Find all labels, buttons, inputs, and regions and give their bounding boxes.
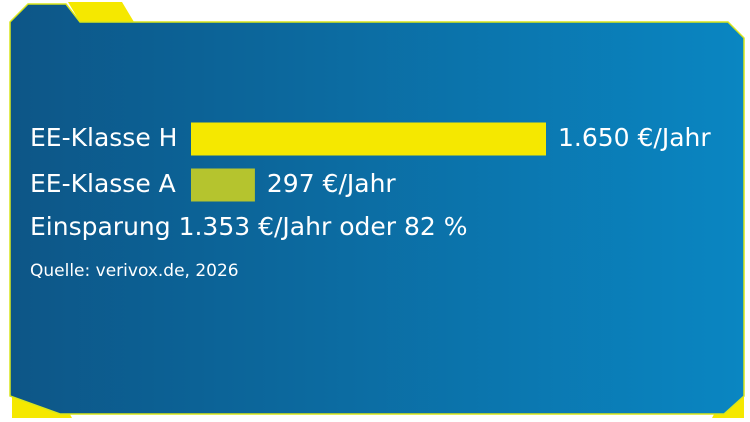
category-label: EE-Klasse A bbox=[30, 169, 176, 198]
panel bbox=[9, 3, 745, 415]
value-label: 297 €/Jahr bbox=[267, 169, 397, 198]
annotation: Einsparung 1.353 €/Jahr oder 82 % bbox=[30, 212, 467, 241]
value-label: 1.650 €/Jahr bbox=[558, 123, 711, 152]
bar bbox=[191, 122, 546, 156]
tab-top bbox=[68, 2, 134, 22]
category-label: EE-Klasse H bbox=[30, 123, 177, 152]
bar bbox=[191, 168, 255, 202]
source: Quelle: verivox.de, 2026 bbox=[30, 261, 239, 281]
